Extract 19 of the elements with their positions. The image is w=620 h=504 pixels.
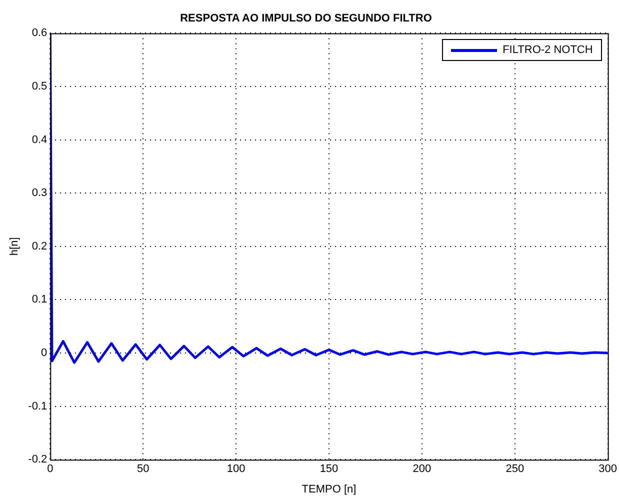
y-axis-title: h[n] <box>8 237 21 256</box>
x-tick-label: 200 <box>412 463 432 476</box>
y-tick-label: 0.6 <box>32 27 48 40</box>
y-tick-label: -0.2 <box>28 454 48 466</box>
y-tick-label: -0.1 <box>28 400 48 412</box>
y-tick-label: 0.3 <box>32 187 48 200</box>
x-tick-label: 300 <box>598 463 618 476</box>
legend-label: FILTRO-2 NOTCH <box>502 44 593 56</box>
y-tick-label: 0.2 <box>32 240 48 252</box>
y-tick-label: 0.5 <box>32 80 48 93</box>
x-tick-label: 100 <box>226 463 246 476</box>
x-tick-label: 50 <box>136 463 150 476</box>
x-tick-label: 150 <box>320 463 338 476</box>
x-axis-title: TEMPO [n] <box>302 483 356 496</box>
y-tick-label: 0.1 <box>32 294 48 306</box>
y-tick-label: 0.4 <box>32 134 48 146</box>
chart-title: RESPOSTA AO IMPULSO DO SEGUNDO FILTRO <box>180 12 432 25</box>
y-tick-label: 0 <box>41 347 48 360</box>
x-tick-label: 250 <box>506 463 524 476</box>
